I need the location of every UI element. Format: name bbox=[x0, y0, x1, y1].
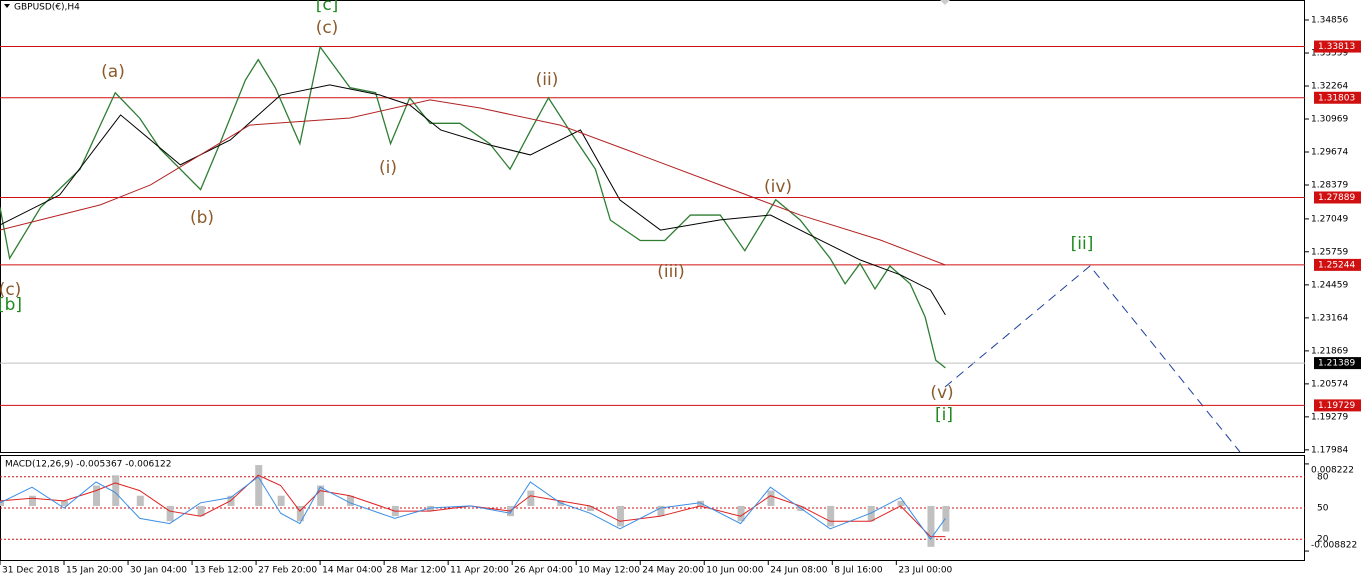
x-tick-label: 26 Apr 04:00 bbox=[514, 566, 573, 576]
histogram-bar bbox=[737, 505, 745, 522]
histogram-bar bbox=[527, 490, 535, 506]
histogram-bar bbox=[616, 505, 624, 527]
histogram-bar bbox=[767, 490, 775, 506]
x-tick-label: 13 Feb 12:00 bbox=[194, 566, 253, 576]
histogram-bar bbox=[346, 495, 354, 506]
projection-line bbox=[944, 265, 1241, 453]
macd-title: MACD(12,26,9) -0.005367 -0.006122 bbox=[5, 460, 171, 470]
y-tick-label: 1.33559 bbox=[1311, 49, 1348, 59]
wave-label: [i] bbox=[935, 405, 953, 425]
y-tick-label: 1.28379 bbox=[1311, 181, 1348, 191]
histogram-bar bbox=[136, 495, 144, 506]
level-label: 1.25244 bbox=[1318, 260, 1355, 270]
histogram-bar bbox=[587, 505, 595, 512]
x-tick-label: 15 Jan 20:00 bbox=[66, 566, 123, 576]
histogram-bar bbox=[0, 500, 4, 506]
x-tick-label: 27 Feb 20:00 bbox=[258, 566, 317, 576]
histogram-bar bbox=[29, 495, 37, 506]
histogram-bar bbox=[927, 505, 935, 547]
y-tick-label: 1.20574 bbox=[1311, 379, 1348, 389]
y-tick-label: 1.17984 bbox=[1311, 445, 1348, 455]
histogram-bar bbox=[897, 500, 905, 506]
histogram-bar bbox=[296, 505, 304, 522]
y-tick-label: 1.25759 bbox=[1311, 247, 1348, 257]
x-tick-label: 24 Jun 08:00 bbox=[770, 566, 827, 576]
wave-label: (c) bbox=[316, 18, 339, 38]
y-tick-label: 1.34856 bbox=[1311, 15, 1348, 25]
wave-label: (c) bbox=[0, 280, 21, 300]
histogram-bar bbox=[166, 505, 174, 522]
current-price-label: 1.21389 bbox=[1318, 359, 1355, 369]
wave-label: (iv) bbox=[764, 177, 792, 197]
y-tick-label: 1.23164 bbox=[1311, 313, 1348, 323]
y-tick-label: 1.32264 bbox=[1311, 82, 1348, 92]
x-tick-label: 8 Jul 16:00 bbox=[834, 566, 883, 576]
x-tick-label: 10 Jun 00:00 bbox=[706, 566, 763, 576]
histogram-bar bbox=[197, 505, 205, 517]
level-label: 1.19729 bbox=[1318, 401, 1355, 411]
wave-label: [c] bbox=[316, 0, 339, 15]
x-tick-label: 14 Mar 04:00 bbox=[322, 566, 382, 576]
y-tick-label: 0.008222 bbox=[1311, 465, 1354, 475]
histogram-bar bbox=[112, 475, 120, 506]
y2-tick-label: 80 bbox=[1317, 472, 1329, 482]
y-tick-label: 1.21869 bbox=[1311, 346, 1348, 356]
x-tick-label: 10 May 12:00 bbox=[578, 566, 640, 576]
wave-label: (b) bbox=[190, 208, 214, 228]
y-tick-label: 1.27049 bbox=[1311, 214, 1348, 224]
histogram-bar bbox=[827, 505, 835, 527]
wave-label: (ii) bbox=[536, 70, 559, 90]
y-tick-label: 1.19279 bbox=[1311, 412, 1348, 422]
level-box bbox=[1314, 258, 1361, 271]
level-label: 1.31803 bbox=[1318, 93, 1355, 103]
level-box bbox=[1314, 91, 1361, 104]
y2-tick-label: 20 bbox=[1317, 535, 1329, 545]
histogram-bar bbox=[277, 495, 285, 506]
indicator-line bbox=[0, 476, 946, 541]
histogram-bar bbox=[867, 505, 875, 522]
level-label: 1.27889 bbox=[1318, 193, 1355, 203]
y-tick-label: -0.008822 bbox=[1311, 541, 1357, 551]
histogram-bar bbox=[93, 485, 101, 506]
y-tick-label: 1.30969 bbox=[1311, 115, 1348, 125]
current-price-box bbox=[1314, 357, 1361, 370]
scroll-marker bbox=[940, 0, 950, 5]
wave-label: (a) bbox=[101, 62, 125, 82]
x-tick-label: 28 Mar 12:00 bbox=[386, 566, 446, 576]
title-arrow bbox=[4, 4, 10, 8]
wave-label: (i) bbox=[379, 158, 397, 178]
level-box bbox=[1314, 399, 1361, 412]
y-tick-label: 1.24459 bbox=[1311, 280, 1348, 290]
x-tick-label: 23 Jul 00:00 bbox=[898, 566, 952, 576]
y-tick-label: 1.29674 bbox=[1311, 148, 1348, 158]
histogram-bar bbox=[427, 505, 435, 512]
wave-label: [b] bbox=[0, 295, 22, 315]
level-label: 1.33813 bbox=[1318, 42, 1355, 52]
level-box bbox=[1314, 191, 1361, 204]
x-tick-label: 31 Dec 2018 bbox=[2, 566, 60, 576]
y2-tick-label: 50 bbox=[1317, 504, 1329, 514]
level-box bbox=[1314, 40, 1361, 53]
x-tick-label: 30 Jan 04:00 bbox=[130, 566, 187, 576]
main-frame bbox=[0, 0, 1305, 453]
x-tick-label: 24 May 20:00 bbox=[642, 566, 704, 576]
wave-label: [ii] bbox=[1071, 234, 1094, 254]
price-line bbox=[0, 99, 946, 266]
price-line bbox=[0, 45, 946, 369]
histogram-bar bbox=[255, 465, 263, 506]
price-line bbox=[0, 84, 946, 316]
histogram-bar bbox=[942, 505, 950, 532]
wave-label: (iii) bbox=[657, 262, 684, 282]
x-tick-label: 11 Apr 20:00 bbox=[450, 566, 509, 576]
histogram-bar bbox=[317, 485, 325, 506]
histogram-bar bbox=[657, 505, 665, 517]
chart-title: GBPUSD(€),H4 bbox=[14, 3, 80, 13]
wave-label: (v) bbox=[930, 383, 953, 403]
histogram-bar bbox=[61, 500, 69, 506]
